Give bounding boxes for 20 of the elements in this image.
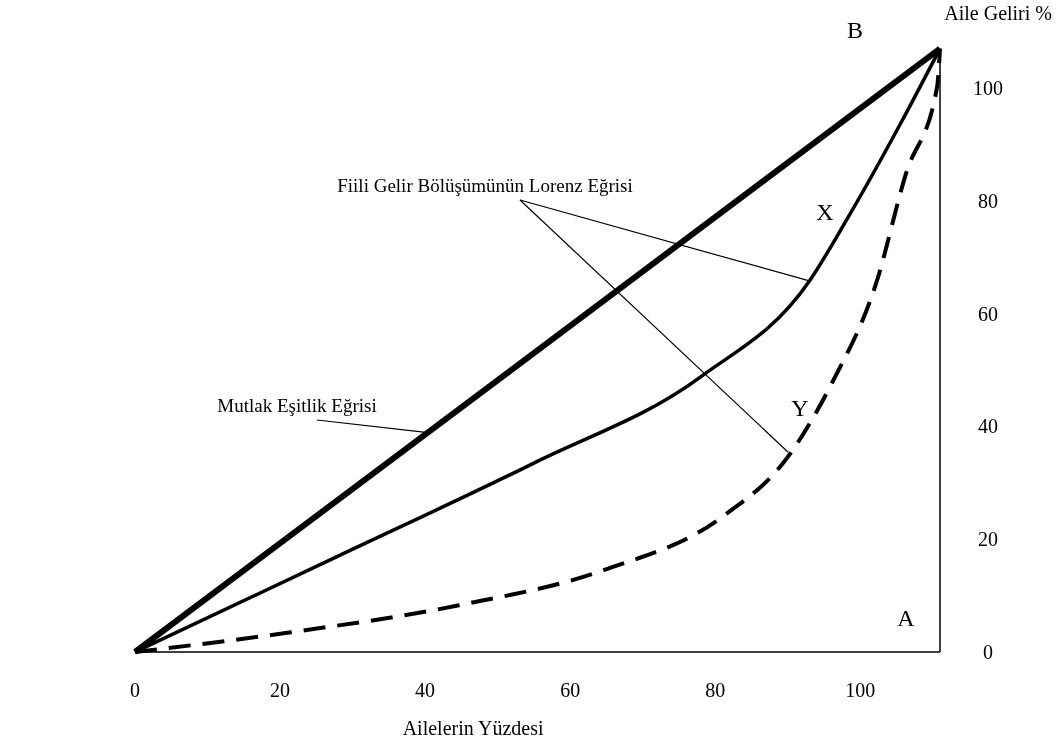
x-tick-label: 80 [705,679,726,701]
y-tick-label: 40 [978,415,998,438]
annotation: Fiili Gelir Bölüşümünün Lorenz Eğrisi [337,175,633,196]
annotation: X [816,199,834,225]
text: B [846,17,864,43]
x-tick-label: 40 [415,679,436,701]
x-tick-label: 100 [845,679,876,701]
annotation: Mutlak Eşitlik Eğrisi [217,395,377,416]
y-tick-label: 60 [978,302,998,325]
x-tick-label: 20 [270,679,291,701]
x-tick-label: 60 [560,679,581,701]
y-tick-label: 100 [973,77,1003,100]
y-tick-label: 0 [983,641,993,663]
annotation: Y [791,395,809,421]
annotation: A [897,605,916,631]
x-tick-label: 0 [130,679,140,701]
y-axis-title: Aile Geliri % [944,2,1052,24]
y-tick-label: 80 [978,189,998,212]
y-tick-label: 20 [978,528,998,551]
x-axis-title: Ailelerin Yüzdesi [402,717,544,739]
